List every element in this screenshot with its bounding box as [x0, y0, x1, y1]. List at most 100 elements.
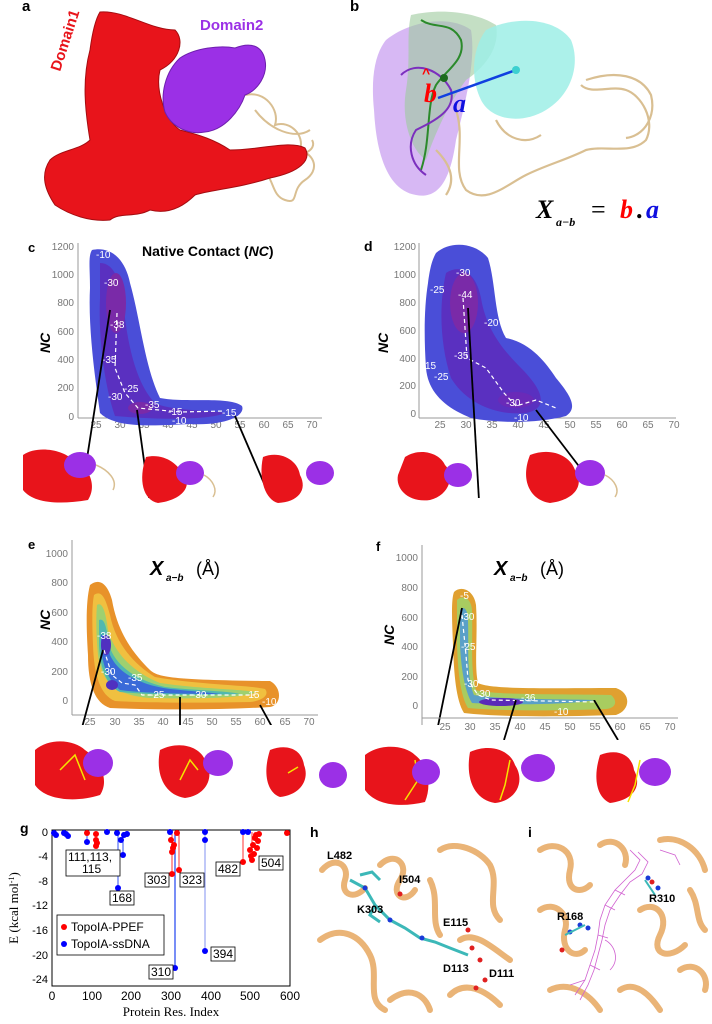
- svg-text:40: 40: [162, 420, 174, 431]
- svg-text:65: 65: [639, 722, 651, 733]
- svg-text:30: 30: [464, 722, 476, 733]
- svg-text:35: 35: [138, 420, 150, 431]
- svg-text:482: 482: [218, 862, 238, 876]
- svg-text:40: 40: [514, 722, 526, 733]
- svg-text:-35: -35: [454, 351, 469, 362]
- svg-text:TopoIA-PPEF: TopoIA-PPEF: [71, 920, 144, 934]
- svg-text:-25: -25: [124, 384, 139, 395]
- svg-text:25: 25: [84, 717, 96, 725]
- svg-text:200: 200: [121, 989, 141, 1003]
- svg-text:0: 0: [410, 409, 416, 420]
- svg-text:-38: -38: [110, 320, 125, 331]
- svg-text:100: 100: [82, 989, 102, 1003]
- svg-text:500: 500: [240, 989, 260, 1003]
- svg-text:1000: 1000: [394, 270, 417, 281]
- ligand-binding-site-h: L482 I504 K303 E115 D113 D111: [317, 838, 516, 1016]
- svg-text:15: 15: [425, 361, 437, 372]
- svg-text:-25: -25: [461, 642, 476, 653]
- residue-labels-i: R168 R310: [557, 893, 675, 923]
- svg-text:70: 70: [664, 722, 676, 733]
- panel-label-g: g: [20, 820, 29, 836]
- svg-text:50: 50: [206, 717, 218, 725]
- svg-text:30: 30: [460, 420, 472, 431]
- svg-text:400: 400: [201, 989, 221, 1003]
- panel-c: c Native Contact (NC) NC 1200 1000 800 6…: [0, 228, 356, 537]
- panel-label-h: h: [310, 824, 319, 840]
- cyan-transparent-surface: [474, 20, 575, 119]
- svg-text:-30: -30: [506, 398, 521, 409]
- svg-text:^: ^: [422, 65, 430, 81]
- svg-text:-35: -35: [145, 400, 160, 411]
- svg-text:50: 50: [210, 420, 222, 431]
- vector-definition-structure: b ^ a X a−b = b . a: [372, 11, 659, 229]
- svg-text:40: 40: [157, 717, 169, 725]
- panel-label-d: d: [364, 238, 373, 254]
- panel-i: i R168 R310: [520, 810, 712, 1019]
- svg-text:-35: -35: [128, 673, 143, 684]
- fes-contour-plot-e: X a−b (Å) NC 1000 800 600 400 200 0 25 3…: [37, 540, 318, 746]
- svg-text:-15: -15: [245, 690, 260, 701]
- ssdna-strand: [569, 849, 681, 1001]
- svg-text:-35: -35: [102, 355, 117, 366]
- svg-text:25: 25: [90, 420, 102, 431]
- y-axis-label-f: NC: [381, 624, 397, 645]
- svg-text:a−b: a−b: [510, 573, 528, 584]
- svg-text:30: 30: [114, 420, 126, 431]
- svg-text:600: 600: [401, 613, 418, 624]
- svg-text:200: 200: [57, 383, 74, 394]
- svg-text:1000: 1000: [52, 270, 75, 281]
- svg-text:(Å): (Å): [540, 559, 564, 579]
- svg-text:-10: -10: [554, 707, 569, 718]
- y-ticks-g: 0 -4 -8 -12 -16 -20 -24: [32, 827, 48, 986]
- svg-text:45: 45: [539, 722, 551, 733]
- svg-text:-25: -25: [434, 372, 449, 383]
- vector-b-symbol: b: [424, 79, 437, 108]
- svg-text:0: 0: [42, 827, 48, 839]
- svg-text:-38: -38: [97, 631, 112, 642]
- fes-contour-plot-f: X a−b (Å) NC 1000 800 600 400 200 0 -5 -…: [381, 545, 628, 796]
- svg-text:600: 600: [280, 989, 300, 1003]
- svg-text:70: 70: [306, 420, 318, 431]
- svg-text:0: 0: [49, 989, 56, 1003]
- svg-text:400: 400: [399, 354, 416, 365]
- purple-ribbon: [400, 66, 453, 176]
- svg-text:-30: -30: [476, 689, 491, 700]
- domain2-label: Domain2: [200, 17, 263, 34]
- fes-contour-plot-d: NC 1200 1000 800 600 400 200 0 25 30 35 …: [375, 242, 680, 519]
- svg-text:-25: -25: [150, 690, 165, 701]
- svg-text:25: 25: [434, 420, 446, 431]
- svg-text:60: 60: [254, 717, 266, 725]
- panel-d: d NC 1200 1000 800 600 400 200 0 25 30 3…: [356, 228, 712, 519]
- plot-title-f: X a−b (Å): [493, 558, 564, 584]
- svg-text:70: 70: [668, 420, 680, 431]
- vector-a-arrow: [437, 68, 517, 100]
- svg-text:R310: R310: [649, 893, 675, 905]
- ssdna-points: [51, 829, 251, 971]
- projection-equation: X a−b = b . a: [535, 195, 659, 229]
- svg-text:600: 600: [399, 326, 416, 337]
- svg-text:-30: -30: [104, 278, 119, 289]
- svg-text:55: 55: [590, 420, 602, 431]
- svg-text:-4: -4: [38, 851, 48, 863]
- y-ticks-e: 1000 800 600 400 200 0: [46, 549, 69, 707]
- tan-ribbon: [435, 73, 654, 197]
- y-axis-label-e: NC: [37, 609, 53, 630]
- svg-text:60: 60: [616, 420, 628, 431]
- svg-text:0: 0: [62, 696, 68, 707]
- protein-domain-structure: Domain1 Domain2: [44, 8, 315, 221]
- svg-text:Native Contact (NC): Native Contact (NC): [142, 243, 273, 259]
- svg-text:E115: E115: [443, 917, 468, 929]
- panel-label-e: e: [28, 537, 36, 552]
- snapshots-d: [390, 445, 690, 505]
- svg-text:65: 65: [642, 420, 654, 431]
- svg-text:1000: 1000: [46, 549, 69, 560]
- svg-text:1200: 1200: [394, 242, 417, 253]
- svg-text:K303: K303: [357, 904, 383, 916]
- fes-contour-plot-c: Native Contact (NC) NC 1200 1000 800 600…: [37, 242, 322, 537]
- svg-text:1000: 1000: [396, 553, 419, 564]
- svg-text:400: 400: [51, 637, 68, 648]
- svg-text:168: 168: [112, 891, 132, 905]
- svg-text:-12: -12: [32, 900, 48, 912]
- panel-f-axis: 25 30 35 40 45 50 55 60 65 70: [356, 699, 712, 741]
- svg-text:a: a: [646, 195, 659, 224]
